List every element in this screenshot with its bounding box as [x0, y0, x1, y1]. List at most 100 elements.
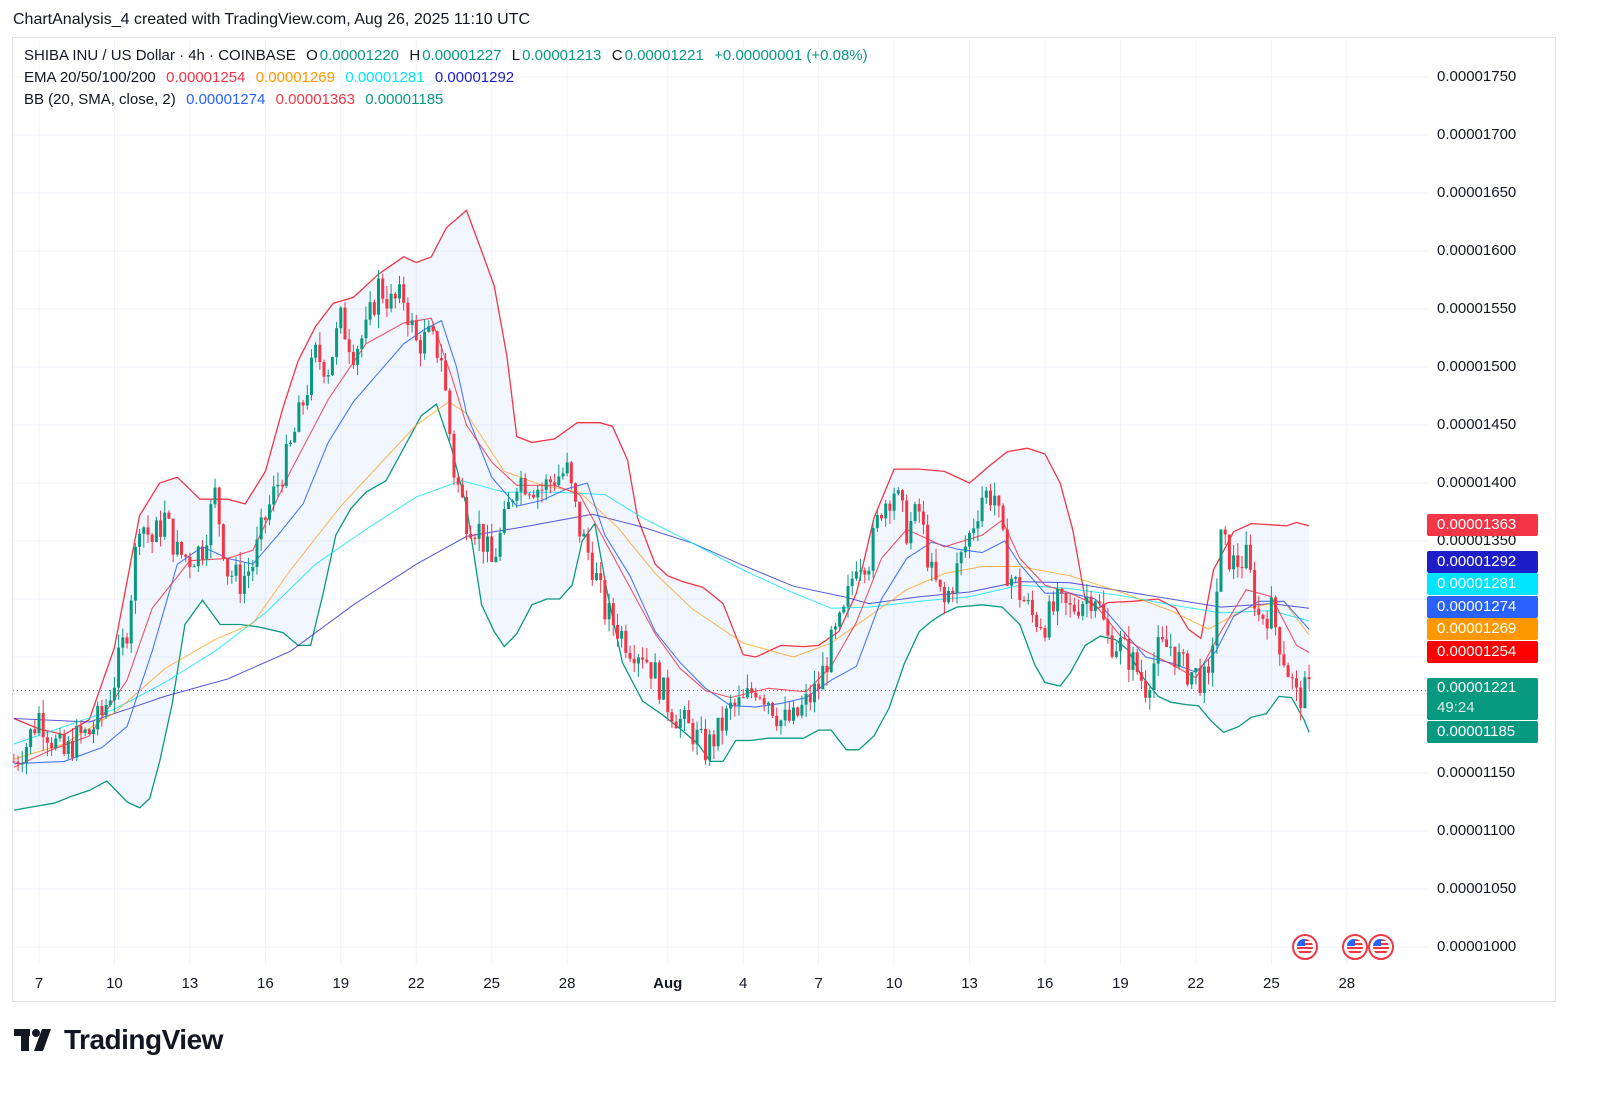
candle-body [117, 647, 121, 688]
bb-upper-value: 0.00001363 [275, 91, 355, 108]
candle-body [1156, 637, 1160, 664]
time-axis-label: 22 [1187, 975, 1205, 992]
candle-body [1139, 671, 1143, 681]
candle-body [1227, 534, 1231, 570]
candle-body [1223, 529, 1227, 535]
price-axis-label: 0.00001150 [1437, 764, 1516, 781]
time-axis-label: 16 [257, 975, 274, 992]
candle-body [1248, 544, 1252, 570]
candle-body [829, 629, 833, 673]
us-flag-event-icon[interactable] [1292, 934, 1318, 960]
candle-body [1081, 603, 1085, 616]
candle-body [1005, 529, 1009, 586]
price-axis-label: 0.00001400 [1437, 474, 1517, 491]
candle-body [402, 284, 406, 303]
ema50-tag: 0.00001269 [1427, 618, 1538, 640]
candle-body [351, 352, 355, 365]
candle-body [410, 320, 414, 325]
candle-body [586, 533, 590, 553]
candle-body [20, 763, 24, 765]
candle-body [842, 606, 846, 613]
candle-body [66, 740, 70, 754]
candle-body [733, 702, 737, 706]
candle-body [372, 302, 376, 315]
candle-body [1290, 677, 1294, 679]
price-axis-label: 0.00001100 [1437, 822, 1516, 839]
candle-body [12, 761, 16, 763]
candle-body [838, 612, 842, 627]
candle-body [238, 564, 242, 594]
candle-body [523, 478, 527, 495]
last-price-tag: 0.00001221 49:24 [1427, 678, 1538, 720]
candle-body [486, 536, 489, 552]
candle-body [859, 570, 863, 572]
candle-body [343, 307, 347, 340]
candle-body [1148, 690, 1152, 698]
candle-body [1165, 639, 1169, 647]
candle-body [1123, 637, 1127, 639]
candle-body [548, 479, 552, 483]
candle-body [863, 570, 867, 575]
us-flag-event-icon[interactable] [1342, 934, 1368, 960]
candle-body [532, 494, 536, 498]
ema200-tag: 0.00001292 [1427, 551, 1538, 573]
candle-body [821, 665, 825, 690]
candle-body [221, 524, 225, 559]
candle-body [1286, 665, 1290, 678]
candle-body [1278, 627, 1282, 655]
candle-body [657, 662, 661, 700]
candle-body [1051, 601, 1055, 612]
symbol-title[interactable]: SHIBA INU / US Dollar · 4h · COINBASE [24, 47, 296, 64]
candle-body [368, 302, 372, 320]
candle-body [628, 652, 632, 659]
candle-body [808, 694, 812, 703]
candle-body [205, 545, 209, 560]
candle-body [423, 331, 427, 354]
candle-body [335, 328, 339, 357]
candle-body [104, 705, 108, 716]
candle-body [1060, 588, 1064, 594]
candle-body [917, 504, 921, 512]
candle-body [100, 706, 104, 716]
legend-bb[interactable]: BB (20, SMA, close, 2) 0.00001274 0.0000… [24, 91, 445, 108]
candle-body [427, 326, 431, 332]
us-flag-event-icon[interactable] [1368, 934, 1394, 960]
candle-body [33, 729, 37, 734]
candle-body [1114, 651, 1118, 657]
candle-body [50, 742, 54, 749]
candle-body [196, 546, 200, 567]
price-axis-label: 0.00001650 [1437, 184, 1517, 201]
candle-body [561, 473, 565, 477]
candle-body [624, 630, 628, 653]
time-axis-label: 28 [1338, 975, 1356, 992]
legend-ema[interactable]: EMA 20/50/100/200 0.00001254 0.00001269 … [24, 69, 516, 86]
candle-body [674, 721, 678, 729]
candle-body [616, 625, 619, 639]
candle-body [230, 575, 234, 577]
candle-body [649, 662, 653, 679]
candle-body [1265, 618, 1269, 629]
tradingview-logo[interactable]: TradingView [14, 1024, 223, 1056]
candle-body [184, 554, 188, 557]
candle-body [297, 402, 301, 432]
candle-body [58, 734, 62, 739]
candle-body [377, 278, 380, 315]
candle-body [695, 729, 699, 745]
candle-body [389, 293, 393, 309]
ema200-line [13, 513, 1310, 723]
candle-body [699, 728, 703, 730]
bb-lower-tag: 0.00001185 [1427, 721, 1538, 743]
candle-body [1035, 615, 1039, 627]
candle-body [1106, 619, 1110, 636]
candle-body [527, 494, 531, 496]
candle-body [192, 566, 196, 568]
bb-basis-tag: 0.00001274 [1427, 596, 1538, 618]
candle-body [414, 320, 418, 341]
candle-body [817, 683, 821, 690]
price-axis-label: 0.00001600 [1437, 242, 1517, 259]
candle-body [284, 443, 288, 486]
candle-body [167, 512, 171, 519]
candle-body [188, 556, 192, 568]
ema-label: EMA 20/50/100/200 [24, 69, 156, 86]
